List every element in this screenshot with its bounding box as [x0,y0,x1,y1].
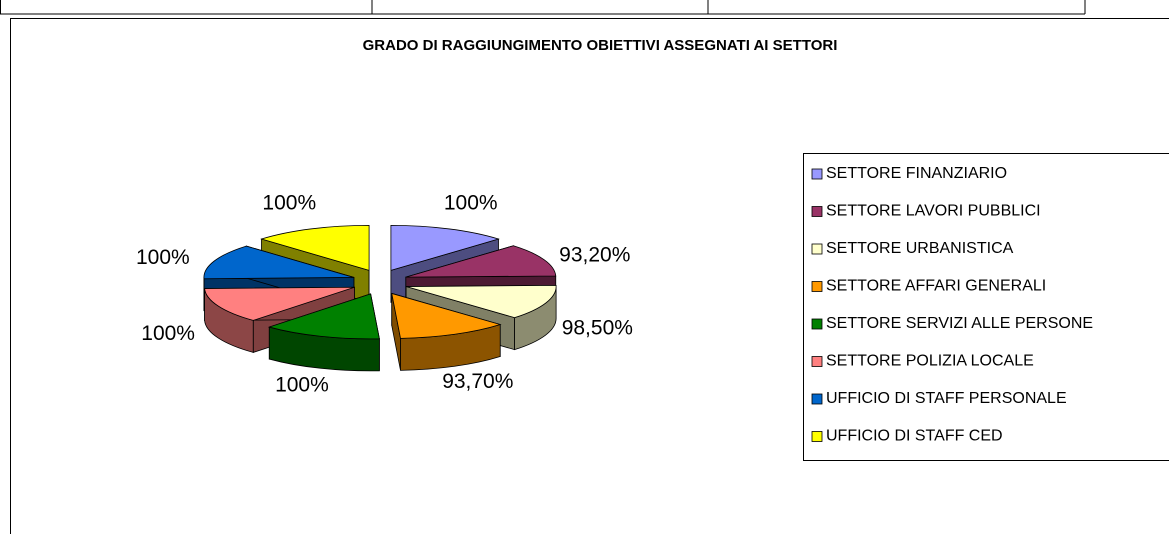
legend-swatch [811,206,823,217]
data-label: 93,70% [442,370,513,393]
data-label: 100% [275,374,329,397]
legend-label: SETTORE SERVIZI ALLE PERSONE [826,315,1093,332]
table-strip [0,0,1086,15]
slice-top [391,292,502,339]
chart-title: GRADO DI RAGGIUNGIMENTO OBIETTIVI ASSEGN… [363,37,838,54]
slice-top [390,224,500,271]
data-label: 98,50% [562,317,633,340]
legend-label: SETTORE AFFARI GENERALI [826,278,1046,295]
legend-swatch [811,318,823,330]
legend-label: SETTORE FINANZIARIO [826,165,1007,182]
data-label: 100% [136,246,190,269]
chart-frame [10,18,1169,534]
legend-swatch [811,243,823,255]
pie-slice [267,293,380,372]
slice-top [267,293,380,340]
slice-top [204,286,355,321]
legend-swatch [811,281,823,292]
legend-label: SETTORE URBANISTICA [826,240,1014,257]
data-label: 100% [141,322,195,345]
legend-swatch [811,431,823,442]
slice-top [406,285,557,319]
legend-swatch [811,168,823,180]
slice-top [405,245,557,278]
legend-label: SETTORE LAVORI PUBBLICI [826,203,1041,220]
slice-top [203,245,355,280]
legend [803,153,1169,461]
slice-top [260,224,370,271]
legend-label: UFFICIO DI STAFF CED [826,428,1003,445]
legend-label: SETTORE POLIZIA LOCALE [826,353,1034,370]
legend-swatch [811,393,823,405]
legend-label: UFFICIO DI STAFF PERSONALE [826,390,1067,407]
data-label: 93,20% [559,244,630,267]
data-label: 100% [262,192,316,215]
pie-slice [391,292,502,371]
legend-swatch [811,356,823,367]
data-label: 100% [444,192,498,215]
